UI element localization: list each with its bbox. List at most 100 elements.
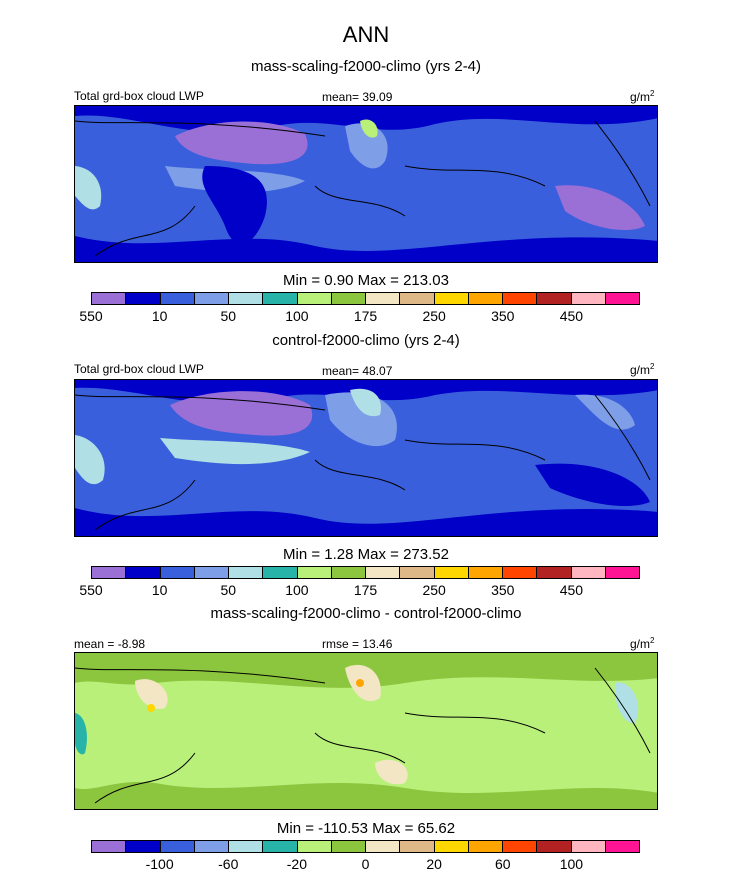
panel-3-subtitle: mass-scaling-f2000-climo - control-f2000… [210,605,522,622]
panel-2-units: g/m2 [630,362,654,377]
panel-3-units: g/m2 [630,636,654,651]
colorbar-swatch [605,293,639,304]
colorbar-swatch [229,567,264,578]
panel-1-colorbar-ticks: 10 50 100 175 250 350 450 550 [79,308,640,326]
map-1-pacific-dry [555,185,645,231]
units-text: g/m [630,637,651,651]
panel-3-map-svg [75,653,657,809]
panel-3-minmax: Min = -110.53 Max = 65.62 [276,820,456,837]
colorbar-swatch [331,841,366,852]
colorbar-swatch [297,293,332,304]
colorbar-swatch [263,567,298,578]
panel-3-colorbar-ticks: -100 -60 -20 0 20 60 100 [91,856,640,874]
colorbar-swatch [605,567,639,578]
units-exponent: 2 [650,636,655,645]
figure-title: ANN [342,22,390,47]
colorbar-swatch [468,567,503,578]
panel-2-left-label: Total grd-box cloud LWP [74,362,204,376]
panel-1-units: g/m2 [630,89,654,104]
map-1-asia-peak [360,119,378,138]
map-1-south-band [75,236,657,262]
map-3-pacific-negative [614,682,639,724]
map-2-pacific-north [575,394,635,430]
map-3-sahara-peak [147,704,155,712]
map-2-america-cloud [75,435,105,485]
colorbar-tick-label: -100 [145,856,174,872]
colorbar-swatch [537,841,572,852]
colorbar-tick-label: 550 [79,582,103,598]
colorbar-tick-label: 450 [559,582,584,598]
units-text: g/m [630,90,651,104]
colorbar-swatch [194,841,229,852]
panel-1-colorbar [91,292,640,305]
units-text: g/m [630,363,651,377]
colorbar-tick-label: 100 [285,308,309,324]
colorbar-swatch [503,567,538,578]
colorbar-swatch [126,567,161,578]
panel-3-rmse-label: rmse = 13.46 [322,637,393,651]
panel-3-mean-label: mean = -8.98 [74,637,146,651]
colorbar-swatch [297,567,332,578]
colorbar-tick-label: 50 [220,582,237,598]
panel-1-minmax: Min = 0.90 Max = 213.03 [283,272,449,289]
colorbar-swatch [331,567,366,578]
map-2-itcz [160,438,310,465]
map-3-america-negative [75,713,87,755]
colorbar-swatch [263,293,298,304]
colorbar-swatch [92,841,127,852]
colorbar-tick-label: 550 [79,308,103,324]
colorbar-swatch [571,567,606,578]
colorbar-swatch [126,293,161,304]
colorbar-swatch [92,293,127,304]
colorbar-tick-label: 250 [422,308,446,324]
colorbar-tick-label: 60 [494,856,511,872]
colorbar-swatch [160,841,195,852]
panel-1-map-svg [75,106,657,262]
colorbar-tick-label: 100 [559,856,584,872]
panel-3-map [74,652,658,810]
panel-2-colorbar-ticks: 10 50 100 175 250 350 450 550 [79,582,640,600]
colorbar-swatch [537,567,572,578]
colorbar-swatch [571,841,606,852]
panel-2-map-svg [75,380,657,536]
map-3-south-negative [75,782,657,809]
colorbar-tick-label: 250 [422,582,446,598]
map-2-sahara [170,391,313,436]
colorbar-swatch [366,841,401,852]
units-exponent: 2 [650,362,655,371]
colorbar-swatch [331,293,366,304]
panel-1-left-label: Total grd-box cloud LWP [74,89,204,103]
colorbar-swatch [229,293,264,304]
colorbar-tick-label: 350 [491,308,515,324]
map-1-coastlines [75,120,651,257]
map-3-asia-peak [356,679,364,687]
colorbar-swatch [263,841,298,852]
panel-2-map [74,379,658,537]
colorbar-tick-label: 100 [285,582,309,598]
colorbar-swatch [468,293,503,304]
map-1-america-cloud [75,166,102,210]
colorbar-swatch [194,293,229,304]
colorbar-tick-label: 10 [151,582,168,598]
map-2-asia-peak [350,388,381,417]
colorbar-swatch [503,841,538,852]
colorbar-swatch [160,293,195,304]
colorbar-swatch [434,841,469,852]
map-2-pacific-dry [535,463,650,507]
map-1-africa-south [202,166,267,245]
colorbar-swatch [468,841,503,852]
colorbar-tick-label: 175 [353,582,378,598]
colorbar-swatch [297,841,332,852]
map-3-indian-positive [375,759,408,785]
map-3-coastlines [75,667,651,804]
panel-1-subtitle: mass-scaling-f2000-climo (yrs 2-4) [250,58,482,75]
colorbar-swatch [605,841,639,852]
map-1-sahara [175,121,308,165]
colorbar-swatch [503,293,538,304]
colorbar-tick-label: 20 [426,856,442,872]
panel-3-colorbar [91,840,640,853]
colorbar-swatch [400,841,435,852]
colorbar-tick-label: 10 [151,308,168,324]
colorbar-swatch [126,841,161,852]
colorbar-tick-label: 50 [220,308,237,324]
